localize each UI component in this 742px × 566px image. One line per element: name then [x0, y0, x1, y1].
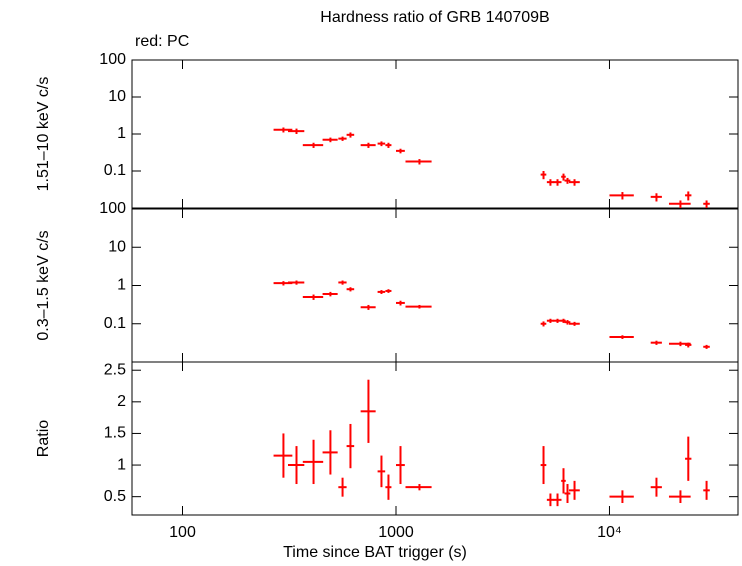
y-tick-label: 100 [99, 200, 126, 217]
y-axis-label: 1.51–10 keV c/s [35, 77, 52, 192]
y-tick-label: 10 [108, 238, 126, 255]
x-tick-label: 100 [169, 524, 196, 541]
x-axis-label: Time since BAT trigger (s) [283, 544, 467, 561]
chart-title: Hardness ratio of GRB 140709B [320, 9, 549, 26]
y-tick-label: 10 [108, 88, 126, 105]
plot-frame [131, 361, 739, 516]
y-tick-label: 0.1 [104, 315, 126, 332]
y-tick-label: 1 [117, 277, 126, 294]
y-tick-label: 1 [117, 125, 126, 142]
y-axis-label: 0.3–1.5 keV c/s [35, 230, 52, 340]
y-axis-label: Ratio [35, 420, 52, 457]
x-tick-label: 10⁴ [597, 524, 622, 541]
y-tick-label: 0.1 [104, 162, 126, 179]
x-tick-label: 1000 [378, 524, 414, 541]
annotation: red: PC [135, 33, 189, 50]
y-tick-label: 2.5 [104, 361, 126, 378]
plot-frame [131, 59, 739, 209]
y-tick-label: 0.5 [104, 488, 126, 505]
y-tick-label: 1.5 [104, 425, 126, 442]
y-tick-label: 1 [117, 456, 126, 473]
y-tick-label: 2 [117, 393, 126, 410]
y-tick-label: 100 [99, 51, 126, 68]
plot-frame [131, 208, 739, 363]
